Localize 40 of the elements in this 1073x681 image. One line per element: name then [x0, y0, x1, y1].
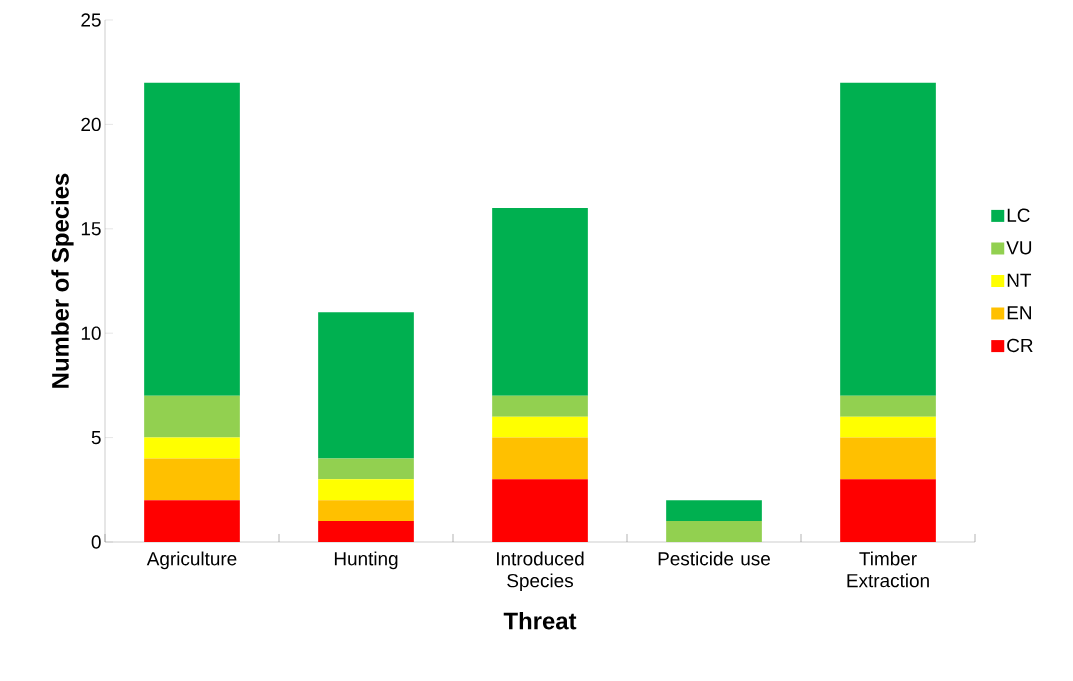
- bar: [840, 82, 936, 396]
- bar: [492, 416, 588, 438]
- bar: [144, 82, 240, 396]
- bar: [318, 521, 414, 542]
- bar: [492, 207, 588, 396]
- x-tick-label: Hunting: [334, 551, 398, 570]
- bar: [318, 479, 414, 501]
- y-axis-title: Number of Species: [51, 173, 74, 388]
- x-tick-label: Timber Extraction: [847, 551, 929, 588]
- bar: [318, 458, 414, 480]
- y-tick-label: 0: [91, 535, 101, 549]
- bar: [492, 437, 588, 480]
- legend-label: EN: [1007, 306, 1031, 320]
- bar: [144, 500, 240, 542]
- legend-label: NT: [1007, 273, 1032, 287]
- x-axis-title: Threat: [503, 611, 577, 630]
- x-tick-label: Introduced Species: [497, 551, 584, 592]
- y-tick-label: 10: [81, 326, 101, 340]
- legend-label: CR: [1007, 338, 1033, 353]
- legend-label: VU: [1006, 241, 1032, 255]
- legend-label: LC: [1007, 208, 1030, 222]
- bar: [840, 395, 936, 417]
- y-tick-label: 25: [81, 13, 101, 27]
- bar: [492, 395, 588, 417]
- bar: [144, 458, 240, 501]
- bar: [840, 416, 936, 438]
- x-tick-label: Agriculture: [146, 551, 237, 570]
- bar: [144, 395, 240, 438]
- bar: [840, 479, 936, 542]
- y-tick-label: 20: [81, 117, 101, 132]
- bar: [318, 312, 414, 459]
- y-tick-label: 5: [91, 431, 101, 445]
- bar: [492, 479, 588, 542]
- bar: [666, 521, 762, 542]
- bar: [318, 500, 414, 522]
- y-tick-label: 15: [81, 222, 101, 236]
- x-tick-label: Pesticide use: [658, 551, 770, 566]
- bar: [840, 437, 936, 480]
- bar: [666, 500, 762, 522]
- bar: [144, 437, 240, 459]
